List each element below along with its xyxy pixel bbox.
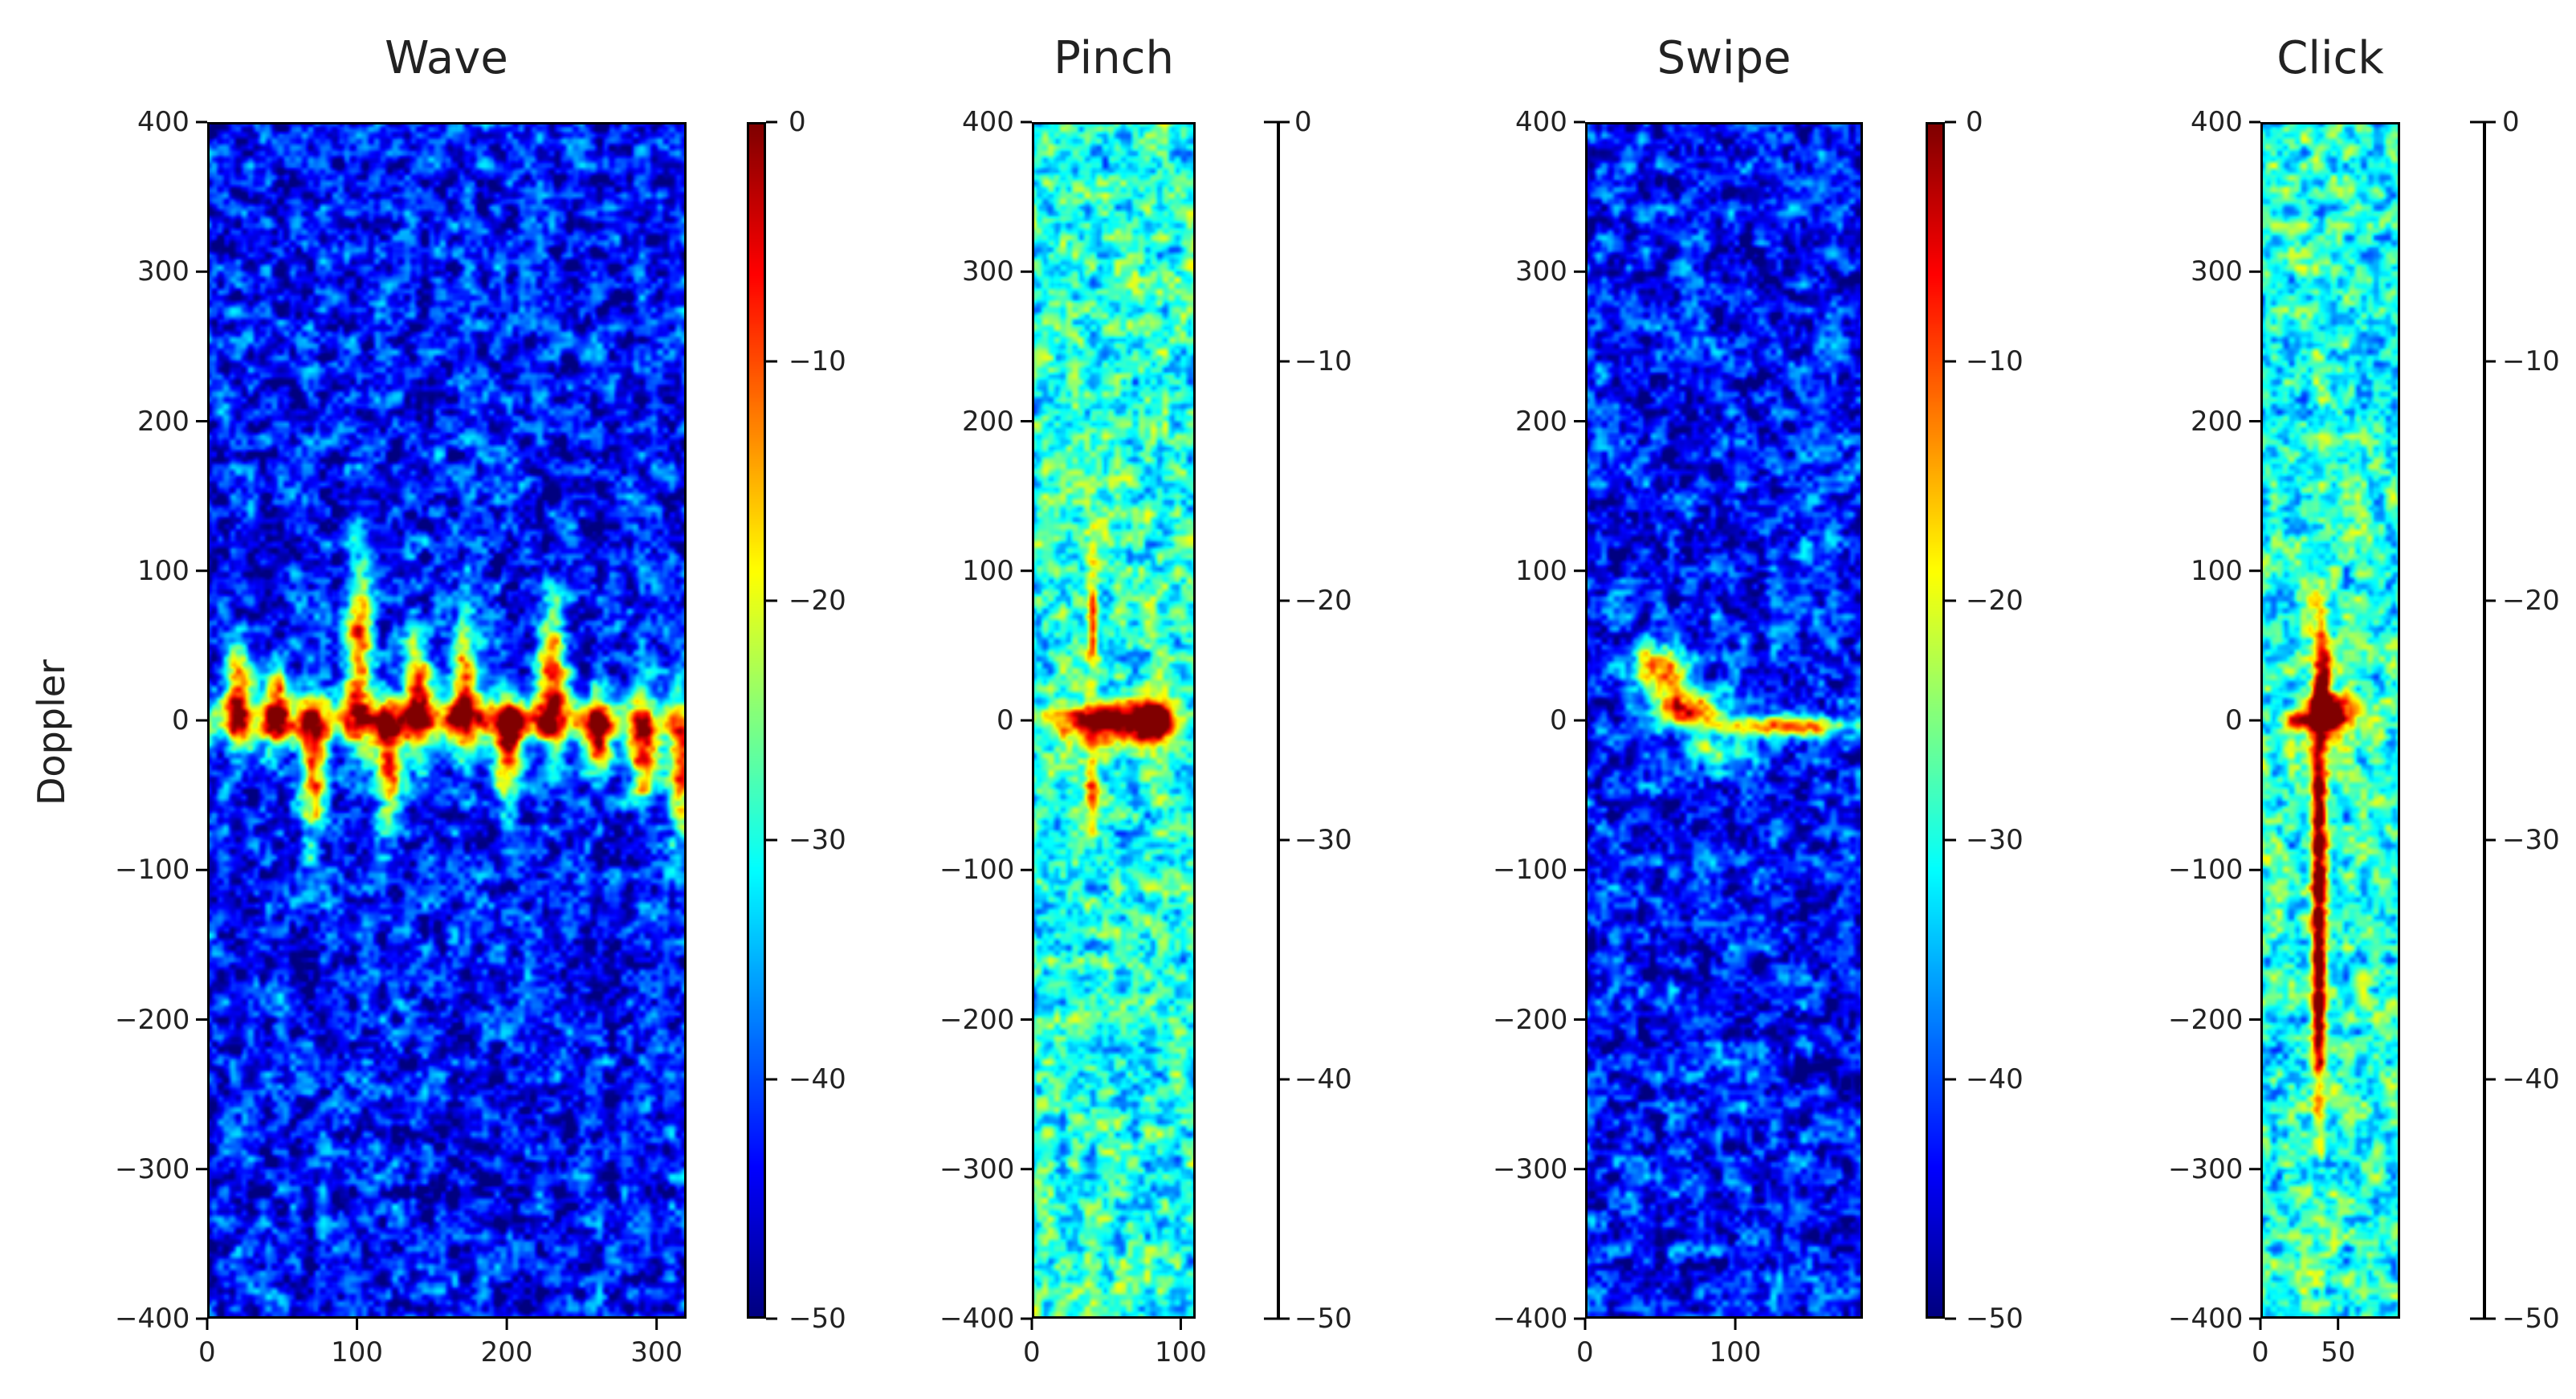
y-tick-label: −300: [2168, 1152, 2244, 1185]
x-tick-label: 50: [2321, 1336, 2356, 1368]
colorbar-tick-label: 0: [1294, 106, 1312, 138]
y-tick-label: 200: [137, 405, 190, 438]
y-tick-label: 100: [1515, 554, 1567, 587]
y-tick-label: 0: [2225, 704, 2243, 736]
x-tick-label: 100: [1709, 1336, 1762, 1368]
colorbar-tick-label: −40: [789, 1063, 846, 1095]
y-tick-label: 400: [1515, 106, 1567, 138]
heatmap-pinch: [1032, 122, 1196, 1319]
colorbar-tick-label: −50: [1294, 1303, 1352, 1335]
y-tick-label: −200: [2168, 1003, 2244, 1036]
colorbar-tick-label: −50: [789, 1303, 846, 1335]
x-tick-label: 0: [1576, 1336, 1594, 1368]
y-tick-label: −400: [940, 1303, 1015, 1335]
y-tick-label: 100: [2191, 554, 2243, 587]
panel-title-click: Click: [2276, 32, 2384, 84]
y-tick-label: −400: [115, 1303, 190, 1335]
y-tick-label: −100: [115, 854, 190, 887]
x-tick-label: 0: [198, 1336, 216, 1368]
panel-title-swipe: Swipe: [1657, 32, 1791, 84]
y-tick-label: 100: [962, 554, 1014, 587]
colorbar-tick-label: −50: [1966, 1303, 2024, 1335]
y-tick-label: −300: [1493, 1152, 1568, 1185]
y-tick-label: −400: [1493, 1303, 1568, 1335]
heatmap-wave: [207, 122, 687, 1319]
y-tick-label: −200: [115, 1003, 190, 1036]
heatmap-swipe: [1585, 122, 1863, 1319]
colorbar-tick-label: −10: [789, 345, 846, 377]
colorbar-tick-label: −20: [1294, 585, 1352, 617]
y-tick-label: −300: [940, 1152, 1015, 1185]
y-tick-label: −200: [1493, 1003, 1568, 1036]
y-tick-label: −400: [2168, 1303, 2244, 1335]
y-axis-label: Doppler: [29, 659, 73, 806]
panel-title-wave: Wave: [385, 32, 508, 84]
y-tick-label: 400: [2191, 106, 2243, 138]
y-tick-label: 200: [962, 405, 1014, 438]
y-tick-label: 300: [1515, 255, 1567, 288]
colorbar-tick-label: 0: [789, 106, 806, 138]
colorbar-tick-label: −30: [789, 824, 846, 856]
y-tick-label: 0: [1550, 704, 1567, 736]
colorbar-tick-label: −20: [789, 585, 846, 617]
colorbar-tick-label: −40: [1294, 1063, 1352, 1095]
x-tick-label: 300: [630, 1336, 683, 1368]
x-tick-label: 200: [480, 1336, 533, 1368]
y-tick-label: 300: [2191, 255, 2243, 288]
colorbar-tick-label: −10: [1966, 345, 2024, 377]
colorbar-tick-label: −10: [2502, 345, 2560, 377]
y-tick-label: −200: [940, 1003, 1015, 1036]
y-tick-label: 300: [137, 255, 190, 288]
y-tick-label: 100: [137, 554, 190, 587]
y-tick-label: −300: [115, 1152, 190, 1185]
x-tick-label: 0: [2252, 1336, 2269, 1368]
x-tick-label: 100: [1154, 1336, 1207, 1368]
y-tick-label: 0: [997, 704, 1014, 736]
colorbar-tick-label: −40: [2502, 1063, 2560, 1095]
colorbar-tick-label: −30: [1294, 824, 1352, 856]
colorbar-tick-label: −30: [2502, 824, 2560, 856]
heatmap-click: [2260, 122, 2400, 1319]
x-tick-label: 0: [1023, 1336, 1041, 1368]
y-tick-label: 200: [1515, 405, 1567, 438]
panel-title-pinch: Pinch: [1054, 32, 1174, 84]
colorbar: [1926, 122, 1945, 1319]
colorbar-tick-label: −10: [1294, 345, 1352, 377]
y-tick-label: −100: [1493, 854, 1568, 887]
y-tick-label: −100: [2168, 854, 2244, 887]
y-tick-label: 400: [962, 106, 1014, 138]
colorbar-tick-label: −20: [2502, 585, 2560, 617]
y-tick-label: 300: [962, 255, 1014, 288]
y-tick-label: 400: [137, 106, 190, 138]
x-tick-label: 100: [331, 1336, 383, 1368]
colorbar: [747, 122, 766, 1319]
colorbar-tick-label: −50: [2502, 1303, 2560, 1335]
colorbar-tick-label: −30: [1966, 824, 2024, 856]
colorbar-tick-label: 0: [2502, 106, 2520, 138]
y-tick-label: 200: [2191, 405, 2243, 438]
y-tick-label: −100: [940, 854, 1015, 887]
colorbar-tick-label: 0: [1966, 106, 1983, 138]
colorbar-tick-label: −40: [1966, 1063, 2024, 1095]
y-tick-label: 0: [172, 704, 190, 736]
colorbar-tick-label: −20: [1966, 585, 2024, 617]
